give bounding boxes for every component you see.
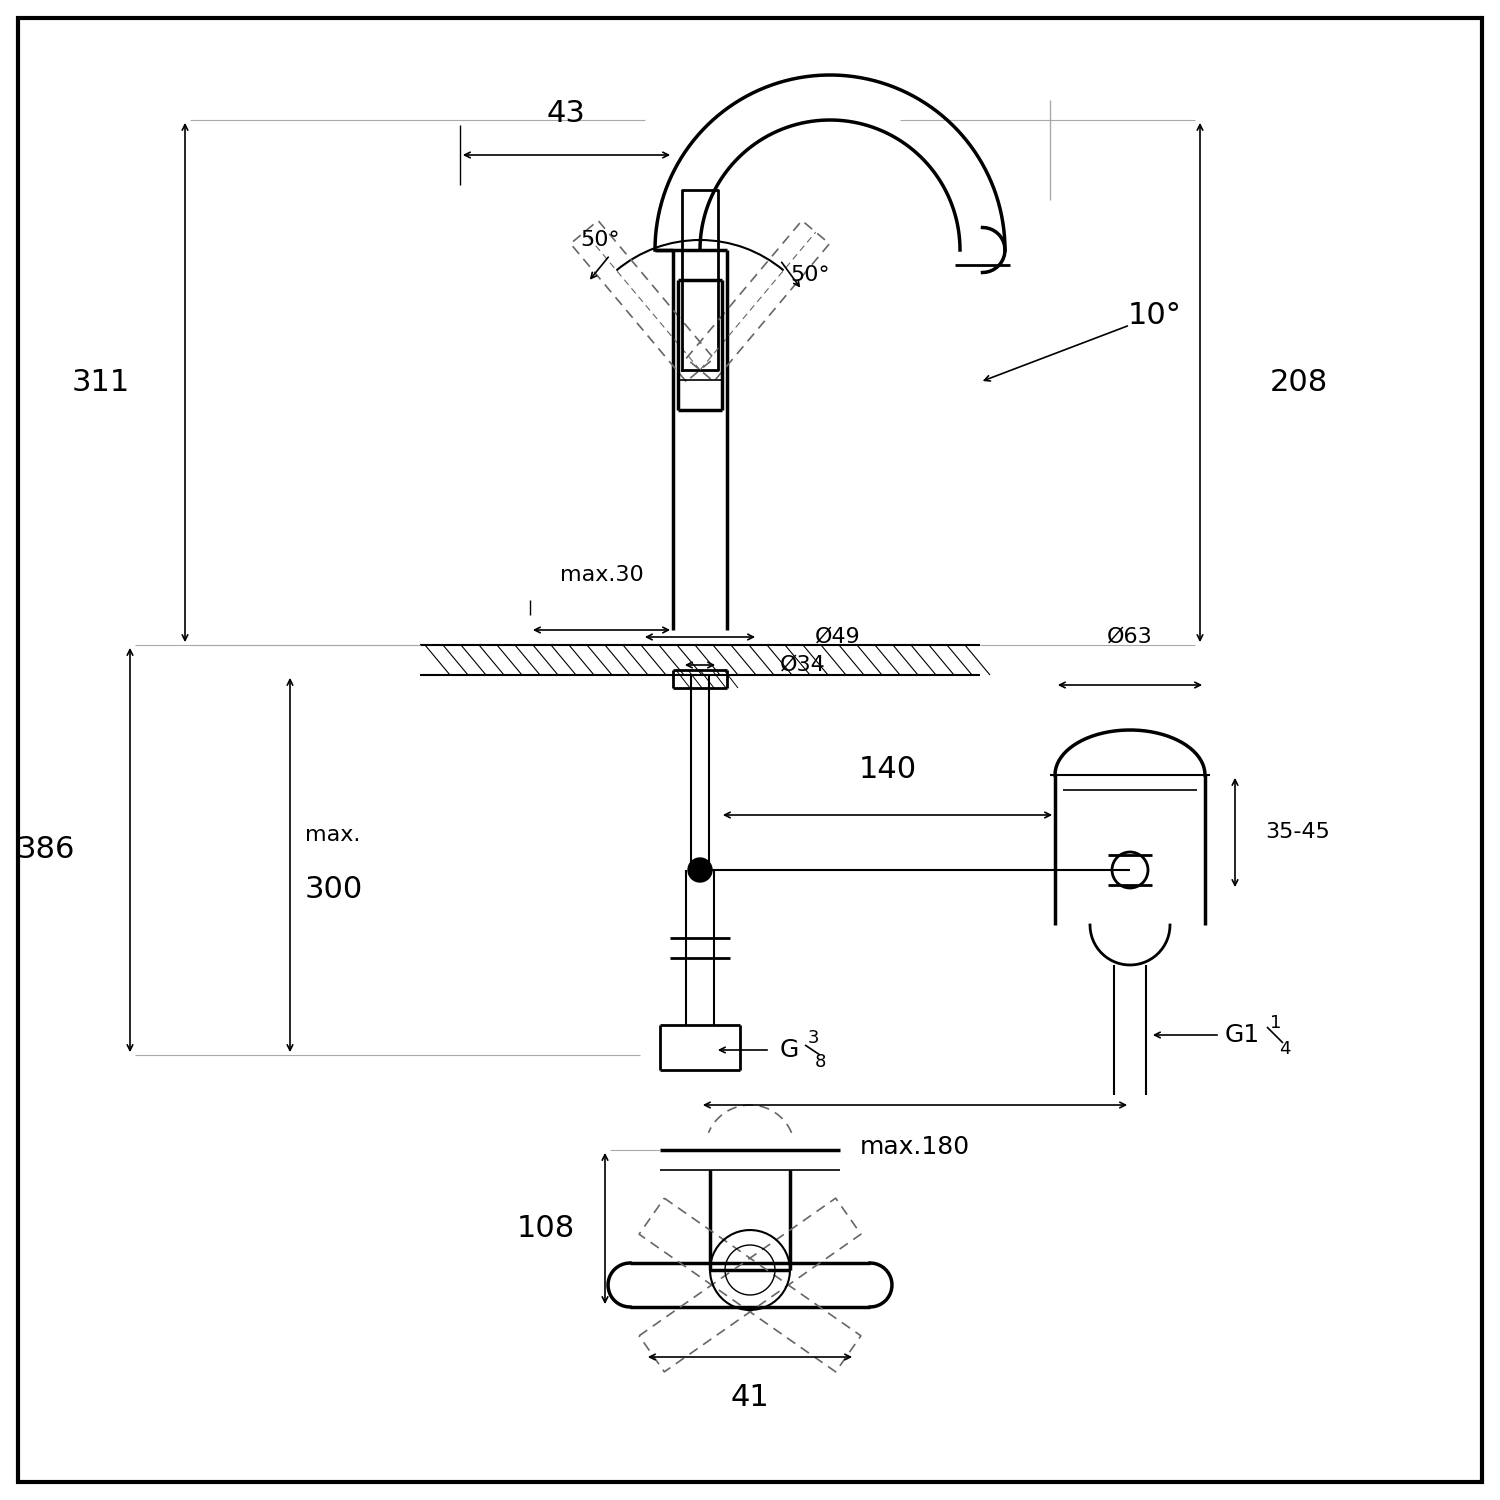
- Text: 43: 43: [548, 99, 586, 128]
- Text: 1: 1: [1270, 1014, 1281, 1032]
- Text: 10°: 10°: [1128, 300, 1182, 330]
- Text: 386: 386: [16, 836, 75, 864]
- Text: 208: 208: [1270, 368, 1329, 398]
- Text: 311: 311: [72, 368, 130, 398]
- Text: Ø49: Ø49: [815, 627, 861, 646]
- Text: 108: 108: [516, 1214, 574, 1243]
- Circle shape: [688, 858, 712, 882]
- Text: max.180: max.180: [859, 1136, 970, 1160]
- Text: 8: 8: [815, 1053, 827, 1071]
- Text: max.: max.: [304, 825, 360, 844]
- Text: Ø63: Ø63: [1107, 627, 1154, 646]
- Text: 300: 300: [304, 876, 363, 904]
- Text: 3: 3: [808, 1029, 819, 1047]
- Text: 50°: 50°: [790, 266, 830, 285]
- Text: 4: 4: [1280, 1040, 1290, 1058]
- Text: 41: 41: [730, 1383, 770, 1411]
- Text: 35-45: 35-45: [1264, 822, 1330, 843]
- Text: Ø34: Ø34: [780, 656, 825, 675]
- Text: G: G: [780, 1038, 800, 1062]
- Text: 140: 140: [858, 756, 916, 784]
- Text: 50°: 50°: [580, 230, 620, 251]
- Text: G1: G1: [1226, 1023, 1260, 1047]
- Text: max.30: max.30: [560, 566, 644, 585]
